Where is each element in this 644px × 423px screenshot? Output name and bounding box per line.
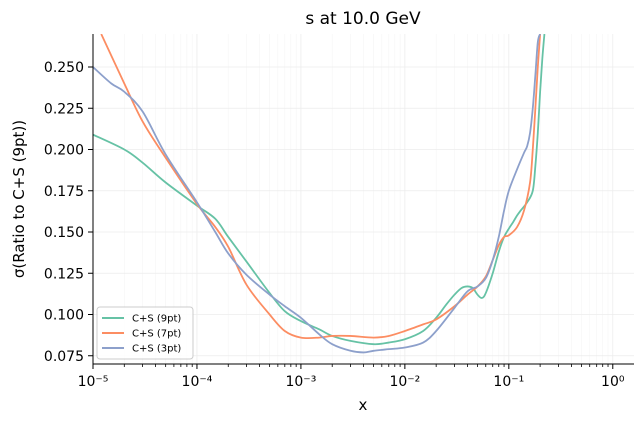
y-axis-label: σ(Ratio to C+S (9pt)) [10, 120, 28, 278]
y-tick-label: 0.250 [44, 60, 84, 76]
x-axis-label: x [359, 396, 368, 414]
x-tick-label: 10⁻³ [285, 374, 316, 390]
legend-label-2: C+S (7pt) [132, 329, 181, 340]
y-tick-label: 0.075 [44, 349, 84, 365]
x-tick-label: 10⁻⁴ [182, 374, 213, 390]
series-line-3 [93, 34, 541, 354]
y-ticks: 0.075 0.100 0.125 0.150 0.175 0.200 0.225 0.250 [44, 60, 93, 365]
x-tick-label: 10⁻² [389, 374, 420, 390]
series-line-2 [100, 34, 542, 340]
y-tick-label: 0.225 [44, 101, 84, 117]
x-tick-label: 10⁻¹ [493, 374, 524, 390]
y-tick-label: 0.200 [44, 143, 84, 159]
series-layer [93, 34, 546, 354]
x-tick-label: 10⁰ [601, 374, 625, 390]
y-tick-label: 0.175 [44, 184, 84, 200]
legend-box [96, 306, 194, 360]
legend-label-3: C+S (3pt) [132, 344, 181, 355]
x-ticks: 10⁻⁵ 10⁻⁴ 10⁻³ 10⁻² 10⁻¹ 10⁰ [78, 364, 625, 390]
y-tick-label: 0.150 [44, 225, 84, 241]
chart-title: s at 10.0 GeV [305, 9, 421, 29]
y-tick-label: 0.125 [44, 266, 84, 282]
x-tick-label: 10⁻⁵ [78, 374, 109, 390]
series-line-1 [93, 34, 546, 346]
y-tick-label: 0.100 [44, 308, 84, 324]
legend: C+S (9pt) C+S (7pt) C+S (3pt) [96, 306, 194, 360]
legend-label-1: C+S (9pt) [132, 314, 181, 325]
